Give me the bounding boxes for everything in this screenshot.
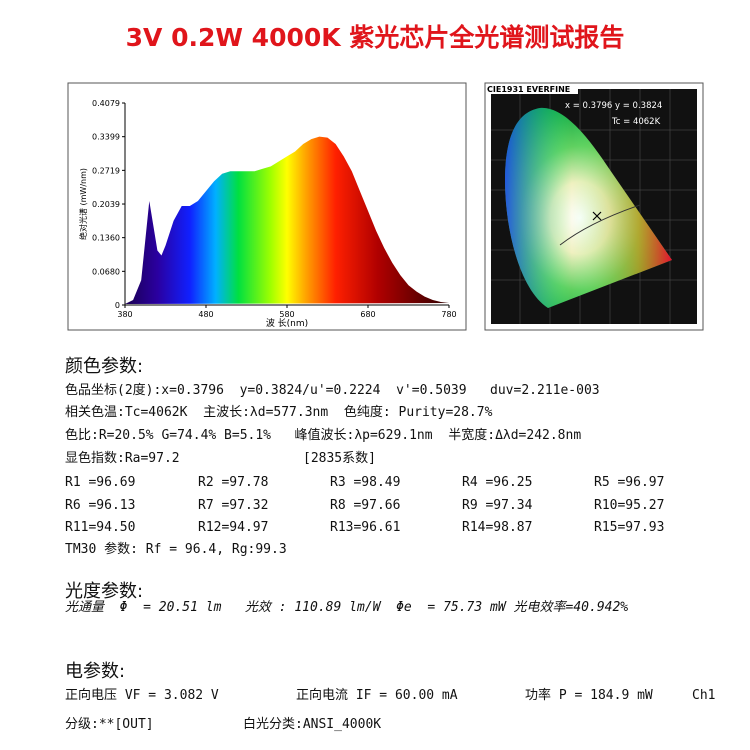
render-cell: R9 =97.34: [462, 497, 533, 513]
render-cell: R12=94.97: [198, 520, 269, 535]
render-cell: R8 =97.66: [330, 497, 401, 513]
param-cell: 白光分类:ANSI_4000K: [243, 717, 382, 732]
cie-title-bg: [486, 84, 578, 94]
y-tick-label: 0.0680: [92, 267, 120, 276]
param-cell: 分级:**[OUT]: [65, 717, 154, 732]
section-heading: 光度参数:: [65, 581, 144, 602]
render-cell: R2 =97.78: [198, 475, 269, 490]
x-tick-label: 380: [117, 310, 132, 319]
param-cell: Ch1: [692, 688, 716, 703]
report-title: 3V 0.2W 4000K 紫光芯片全光谱测试报告: [125, 23, 625, 52]
param-line: 光通量 Φ = 20.51 lm 光效 : 110.89 lm/W Φe = 7…: [65, 600, 629, 615]
param-line: 显色指数:Ra=97.2: [65, 451, 180, 466]
y-tick-label: 0.4079: [92, 99, 120, 108]
param-note: [2835系数]: [303, 451, 376, 466]
render-cell: R1 =96.69: [65, 475, 136, 490]
param-cell: 功率 P = 184.9 mW: [525, 688, 653, 703]
cie-locus-hue: [505, 107, 672, 308]
render-cell: R3 =98.49: [330, 475, 401, 490]
render-cell: R4 =96.25: [462, 475, 533, 490]
render-cell: R11=94.50: [65, 520, 136, 535]
y-axis-label: 绝对光谱 (mW/nm): [78, 168, 88, 240]
render-cell: R13=96.61: [330, 520, 401, 535]
spectrum-area: [125, 136, 449, 305]
y-tick-label: 0.2719: [92, 166, 120, 175]
param-line: TM30 参数: Rf = 96.4, Rg:99.3: [65, 542, 287, 557]
render-cell: R7 =97.32: [198, 497, 269, 513]
param-line: 相关色温:Tc=4062K 主波长:λd=577.3nm 色纯度: Purity…: [65, 405, 493, 420]
render-cell: R5 =96.97: [594, 475, 665, 490]
param-cell: 正向电压 VF = 3.082 V: [65, 688, 219, 703]
x-tick-label: 680: [360, 310, 375, 319]
y-tick-label: 0.3399: [92, 133, 120, 142]
section-heading: 颜色参数:: [65, 356, 144, 377]
planck-locus: [559, 204, 641, 246]
cie-point: [592, 211, 602, 221]
param-line: 色品坐标(2度):x=0.3796 y=0.3824/u'=0.2224 v'=…: [65, 383, 600, 398]
section-heading: 电参数:: [65, 661, 126, 682]
y-tick-label: 0.1360: [92, 234, 120, 243]
param-line: 色比:R=20.5% G=74.4% B=5.1% 峰值波长:λp=629.1n…: [65, 428, 582, 443]
render-cell: R6 =96.13: [65, 497, 136, 513]
param-cell: 正向电流 IF = 60.00 mA: [296, 688, 458, 703]
cie-title: CIE1931 EVERFINE: [487, 85, 570, 94]
cie-tc: Tc = 4062K: [611, 117, 661, 127]
y-tick-label: 0: [115, 301, 120, 310]
x-axis-label: 波 长(nm): [266, 317, 308, 329]
charts: 绝对光谱 (mW/nm) 波 长(nm) CIE1931 EVERFINE x …: [67, 82, 704, 331]
render-cell: R15=97.93: [594, 520, 665, 535]
render-cell: R14=98.87: [462, 520, 533, 535]
x-tick-label: 780: [441, 310, 456, 319]
x-tick-label: 580: [279, 310, 294, 319]
render-cell: R10=95.27: [594, 497, 665, 513]
y-tick-label: 0.2039: [92, 200, 120, 209]
cie-coords: x = 0.3796 y = 0.3824: [565, 101, 662, 111]
x-tick-label: 480: [198, 310, 213, 319]
